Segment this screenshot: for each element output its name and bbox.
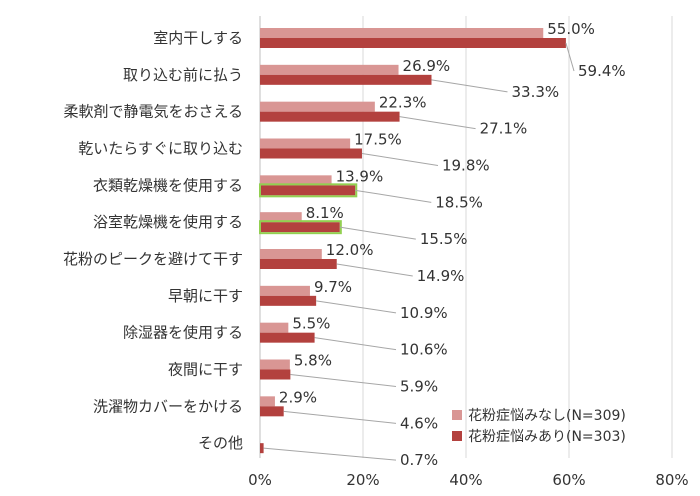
data-label-series-1: 22.3% <box>379 94 427 112</box>
bar-series-2 <box>260 369 291 380</box>
category-label: 夜間に干す <box>168 361 243 379</box>
category-label: その他 <box>198 434 243 452</box>
data-label-series-2: 4.6% <box>400 414 438 432</box>
bar-series-2 <box>260 295 317 306</box>
category-label: 除湿器を使用する <box>123 324 243 342</box>
bar-series-1 <box>260 322 289 333</box>
bar-series-1 <box>260 101 375 112</box>
leader-line <box>399 116 476 130</box>
category-label: 早朝に干す <box>168 287 243 305</box>
leader-line <box>339 226 416 240</box>
x-tick-label: 0% <box>248 471 272 489</box>
bar-series-1 <box>260 175 332 186</box>
leader-line <box>263 447 397 461</box>
bar-series-1 <box>260 64 399 75</box>
legend-swatch <box>452 431 462 441</box>
bar-series-1 <box>260 285 310 296</box>
data-label-series-1: 26.9% <box>403 57 451 75</box>
data-label-series-2: 59.4% <box>578 62 626 80</box>
leader-line <box>355 189 432 203</box>
category-label: 衣類乾燥機を使用する <box>93 176 243 194</box>
leader-lines <box>263 42 575 461</box>
bar-series-1 <box>260 28 544 38</box>
data-label-series-2: 14.9% <box>417 267 465 285</box>
bar-series-2 <box>260 443 264 454</box>
data-label-series-2: 5.9% <box>400 378 438 396</box>
leader-line <box>565 42 575 72</box>
data-label-series-1: 17.5% <box>354 131 402 149</box>
bars <box>259 28 566 454</box>
leader-line <box>283 410 397 424</box>
bar-series-2 <box>260 406 284 417</box>
legend-label: 花粉症悩みなし(N=309) <box>468 408 626 424</box>
x-tick-label: 80% <box>655 471 688 489</box>
leader-line <box>314 337 397 351</box>
leader-line <box>361 153 439 166</box>
legend-swatch <box>452 410 462 420</box>
labels: 0% 20% 40% 60% 80% 室内干しする 55.0% 59.4% 取り込む前に払う 26… <box>63 20 689 489</box>
leader-line <box>290 374 397 387</box>
leader-line <box>431 79 508 93</box>
x-tick-label: 40% <box>449 471 482 489</box>
category-label: 洗濯物カバーをかける <box>93 397 243 415</box>
legend-label: 花粉症悩みあり(N=303) <box>468 429 626 445</box>
bar-series-1 <box>260 212 302 223</box>
x-tick-label: 20% <box>346 471 379 489</box>
category-label: 乾いたらすぐに取り込む <box>78 140 243 158</box>
leader-line <box>336 263 413 277</box>
bar-series-1 <box>260 396 275 407</box>
data-label-series-1: 8.1% <box>306 204 344 222</box>
bar-series-2 <box>260 332 315 343</box>
bar-series-2 <box>260 222 340 233</box>
data-label-series-2: 15.5% <box>420 230 468 248</box>
bar-series-1 <box>260 249 322 259</box>
leader-line <box>316 300 397 314</box>
category-label: 浴室乾燥機を使用する <box>93 213 243 231</box>
category-label: 柔軟剤で静電気をおさえる <box>63 103 243 121</box>
data-label-series-2: 19.8% <box>442 157 490 175</box>
data-label-series-2: 10.6% <box>400 341 448 359</box>
bar-series-2 <box>260 74 432 85</box>
data-label-series-2: 27.1% <box>480 120 528 138</box>
bar-series-1 <box>260 359 290 370</box>
category-label: 取り込む前に払う <box>123 66 243 84</box>
data-label-series-1: 9.7% <box>314 278 352 296</box>
data-label-series-1: 13.9% <box>336 167 384 185</box>
data-label-series-2: 10.9% <box>400 304 448 322</box>
x-tick-label: 60% <box>552 471 585 489</box>
data-label-series-1: 2.9% <box>279 388 317 406</box>
category-label: 花粉のピークを避けて干す <box>63 250 243 268</box>
data-label-series-1: 5.5% <box>292 315 330 333</box>
bar-series-1 <box>260 138 351 149</box>
data-label-series-1: 12.0% <box>326 241 374 259</box>
data-label-series-2: 18.5% <box>435 193 483 211</box>
legend: 花粉症悩みなし(N=309) 花粉症悩みあり(N=303) <box>452 408 626 445</box>
data-label-series-1: 55.0% <box>547 20 595 38</box>
bar-series-2 <box>260 38 566 48</box>
data-label-series-2: 33.3% <box>511 83 559 101</box>
bar-series-2 <box>260 111 400 122</box>
bar-series-2 <box>260 185 356 196</box>
bar-series-2 <box>260 259 337 269</box>
data-label-series-1: 5.8% <box>294 352 332 370</box>
bar-series-2 <box>260 148 362 159</box>
category-label: 室内干しする <box>153 29 243 47</box>
gridlines <box>259 16 673 458</box>
data-label-series-2: 0.7% <box>400 451 438 469</box>
